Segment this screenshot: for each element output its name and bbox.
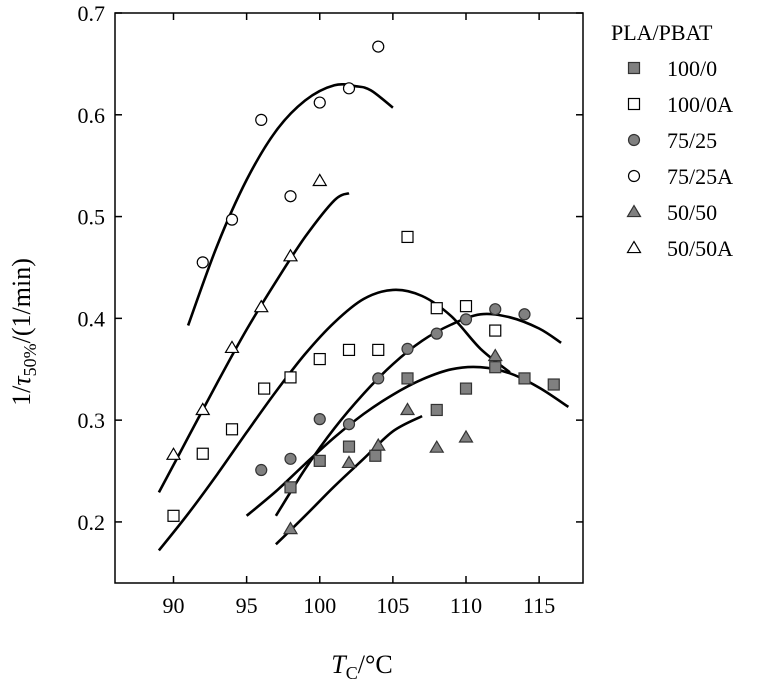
y-tick-label: 0.4 xyxy=(78,306,106,331)
legend-label-50-50: 50/50 xyxy=(667,200,717,225)
legend-marker-50-50 xyxy=(626,204,642,218)
x-tick-label: 90 xyxy=(163,593,185,618)
legend-marker-50-50a xyxy=(626,240,642,254)
legend-marker-75-25 xyxy=(627,133,641,147)
data-point-100-0a xyxy=(401,230,414,244)
data-point-100-0 xyxy=(430,403,443,417)
data-point-50-50 xyxy=(429,439,445,453)
data-point-75-25a xyxy=(196,256,209,269)
x-tick-label: 115 xyxy=(523,593,555,618)
y-axis-label: 1/τ50%/(1/min) xyxy=(7,258,40,406)
data-point-50-50a xyxy=(253,299,269,313)
data-point-75-25 xyxy=(372,372,385,385)
data-point-50-50 xyxy=(282,521,299,535)
data-point-50-50a xyxy=(224,340,240,354)
legend-title: PLA/PBAT xyxy=(611,20,713,45)
data-point-100-0 xyxy=(547,378,560,391)
data-markers xyxy=(165,40,560,535)
data-point-75-25 xyxy=(459,313,473,326)
data-point-100-0 xyxy=(489,361,502,374)
legend-label-100-0a: 100/0A xyxy=(667,92,733,117)
data-point-75-25 xyxy=(342,418,356,431)
legend-marker-100-0a xyxy=(627,97,641,111)
data-point-100-0a xyxy=(313,352,326,366)
data-point-100-0 xyxy=(313,454,326,467)
fit-curve-50-50 xyxy=(245,365,570,517)
legend-label-75-25: 75/25 xyxy=(667,128,717,153)
legend: PLA/PBAT 100/0 100/0A 75/25 75/25A 50/50 50/5… xyxy=(611,20,733,261)
fit-curve-75-25a xyxy=(186,83,394,326)
data-point-50-50 xyxy=(399,402,416,416)
legend-label-100-0: 100/0 xyxy=(667,56,717,81)
y-tick-label: 0.2 xyxy=(78,510,106,535)
data-point-100-0 xyxy=(284,481,297,494)
data-point-75-25a xyxy=(255,113,268,126)
fit-curve-100-0a xyxy=(157,288,511,552)
data-point-100-0a xyxy=(196,447,209,460)
x-axis-label: TC/°C xyxy=(331,650,392,680)
data-point-50-50a xyxy=(312,173,328,187)
data-point-75-25 xyxy=(489,303,502,316)
data-point-75-25 xyxy=(255,463,268,477)
x-tick-label: 110 xyxy=(450,593,482,618)
data-point-100-0a xyxy=(167,509,180,522)
data-point-100-0a xyxy=(459,300,473,313)
x-tick-label: 105 xyxy=(376,593,409,618)
data-point-75-25a xyxy=(225,213,239,226)
data-point-100-0a xyxy=(225,423,239,436)
data-point-75-25 xyxy=(401,342,414,355)
data-point-75-25 xyxy=(430,327,443,340)
data-point-100-0a xyxy=(372,343,385,357)
data-point-50-50a xyxy=(282,248,299,262)
y-tick-label: 0.5 xyxy=(78,205,106,230)
legend-label-50-50a: 50/50A xyxy=(667,236,733,261)
data-point-75-25a xyxy=(372,40,385,53)
data-point-100-0 xyxy=(401,372,414,385)
data-point-100-0 xyxy=(342,440,356,453)
data-point-100-0a xyxy=(284,371,297,384)
data-point-75-25a xyxy=(342,82,356,95)
axis-ticks: 90 95 100 105 110 115 0.2 0.3 0.4 0.5 0.6 0.7 xyxy=(78,1,583,618)
data-point-100-0a xyxy=(430,302,443,315)
legend-label-75-25a: 75/25A xyxy=(667,164,733,189)
fit-curve-75-25 xyxy=(274,312,562,517)
fit-curves xyxy=(157,83,570,552)
legend-marker-100-0 xyxy=(627,61,641,75)
plot-frame xyxy=(114,12,584,584)
data-point-50-50a xyxy=(195,402,211,416)
data-point-50-50 xyxy=(487,348,503,362)
x-tick-label: 95 xyxy=(236,593,258,618)
data-point-75-25a xyxy=(284,190,297,203)
y-tick-label: 0.7 xyxy=(78,1,106,26)
fit-curve-100-0 xyxy=(275,414,423,546)
data-point-100-0a xyxy=(258,382,271,395)
plot-area xyxy=(114,12,584,584)
data-point-50-50 xyxy=(341,455,357,469)
legend-marker-75-25a xyxy=(627,169,641,183)
data-point-75-25 xyxy=(313,413,326,426)
data-point-100-0a xyxy=(342,343,356,357)
data-point-50-50 xyxy=(458,429,474,443)
x-tick-label: 100 xyxy=(303,593,336,618)
data-point-75-25a xyxy=(313,96,326,109)
data-point-100-0a xyxy=(489,324,502,337)
y-tick-label: 0.6 xyxy=(78,103,106,128)
data-point-100-0 xyxy=(369,449,382,462)
y-tick-label: 0.3 xyxy=(78,408,106,433)
data-point-50-50a xyxy=(165,447,182,460)
data-point-75-25 xyxy=(518,308,531,321)
data-point-75-25 xyxy=(284,452,297,465)
data-point-100-0 xyxy=(518,372,531,385)
data-point-100-0 xyxy=(459,382,473,395)
data-point-50-50 xyxy=(370,437,386,451)
